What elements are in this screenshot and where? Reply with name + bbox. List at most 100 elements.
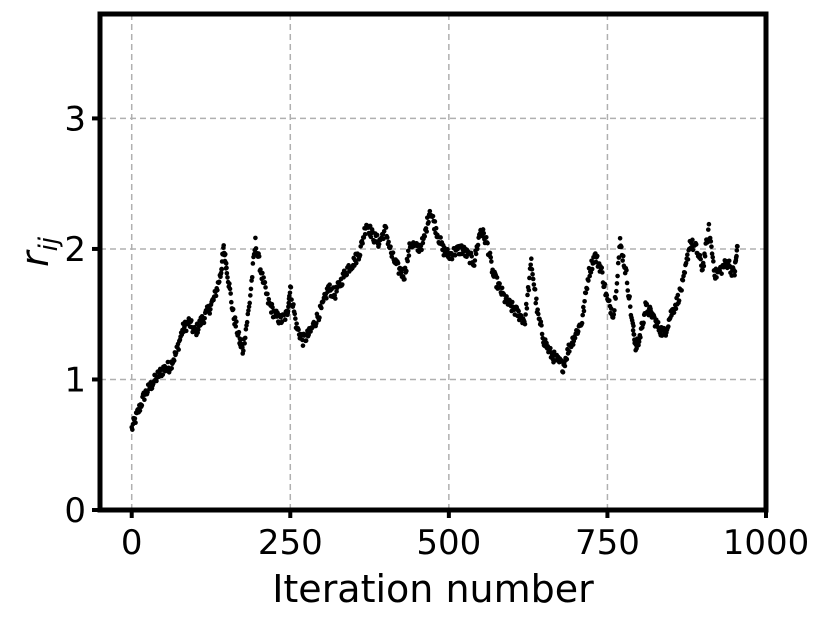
data-point xyxy=(709,251,715,257)
data-point xyxy=(698,256,703,262)
data-point xyxy=(619,244,624,250)
data-point xyxy=(242,335,248,341)
data-point xyxy=(229,299,234,305)
data-point xyxy=(538,319,544,325)
data-point xyxy=(353,260,359,266)
data-point xyxy=(523,301,529,307)
grid-lines xyxy=(100,14,766,510)
data-point xyxy=(357,252,363,258)
data-point xyxy=(449,256,455,262)
data-point xyxy=(405,248,411,254)
data-point xyxy=(529,256,534,262)
data-point xyxy=(599,265,605,271)
data-point xyxy=(666,324,671,329)
data-point xyxy=(390,250,396,255)
data-point xyxy=(685,257,691,262)
data-point xyxy=(362,231,368,237)
data-point xyxy=(575,329,581,334)
data-point xyxy=(386,239,391,245)
data-point xyxy=(562,363,568,369)
data-point xyxy=(560,369,566,375)
data-point xyxy=(420,240,426,246)
data-point xyxy=(516,308,521,314)
data-point xyxy=(374,232,380,238)
data-point xyxy=(572,335,578,341)
data-point xyxy=(248,293,253,298)
data-point xyxy=(525,292,530,298)
x-tick-label: 750 xyxy=(575,523,640,563)
data-point xyxy=(230,306,236,312)
data-point xyxy=(602,281,608,287)
x-tick-label: 250 xyxy=(258,523,323,563)
data-point xyxy=(504,294,509,299)
data-point xyxy=(732,269,738,274)
data-point xyxy=(246,304,252,310)
data-point xyxy=(624,267,629,273)
data-point xyxy=(242,341,247,346)
data-point xyxy=(646,312,651,318)
data-point xyxy=(735,244,740,249)
data-point xyxy=(261,275,266,280)
data-point xyxy=(282,317,288,323)
data-point xyxy=(675,292,681,298)
data-point xyxy=(303,338,309,343)
data-point xyxy=(567,349,572,354)
data-point xyxy=(685,252,690,258)
data-point xyxy=(710,254,716,260)
data-point xyxy=(719,271,724,276)
data-point xyxy=(227,281,232,286)
data-point xyxy=(249,274,255,280)
data-point xyxy=(238,337,243,343)
data-point xyxy=(223,261,229,266)
data-point xyxy=(266,296,272,302)
data-point xyxy=(208,306,213,312)
data-point xyxy=(246,308,251,313)
data-point xyxy=(406,253,412,258)
data-point xyxy=(631,323,636,329)
data-point xyxy=(189,318,194,323)
data-point xyxy=(711,259,716,264)
data-point xyxy=(548,345,553,351)
data-point xyxy=(233,324,239,329)
y-tick-label: 1 xyxy=(64,360,86,400)
data-point xyxy=(614,281,620,286)
data-point xyxy=(714,275,719,280)
data-point xyxy=(183,328,189,334)
axis-ticks xyxy=(92,116,768,518)
data-point xyxy=(265,291,270,297)
data-point xyxy=(438,235,443,240)
data-point xyxy=(243,326,249,332)
data-point xyxy=(404,268,409,274)
data-point xyxy=(472,258,478,263)
data-point xyxy=(213,293,219,299)
x-axis-label: Iteration number xyxy=(272,567,594,611)
data-point xyxy=(319,305,324,311)
data-point xyxy=(381,228,387,234)
data-point xyxy=(705,227,711,232)
data-point xyxy=(617,235,623,241)
data-point xyxy=(620,258,625,263)
data-point xyxy=(535,311,541,317)
data-point xyxy=(176,347,181,352)
data-point xyxy=(286,300,292,306)
data-point xyxy=(333,296,338,301)
data-point xyxy=(487,250,493,256)
x-tick-label: 1000 xyxy=(723,523,810,563)
data-point xyxy=(228,291,233,296)
data-point xyxy=(690,247,696,253)
data-point xyxy=(584,286,590,292)
data-point xyxy=(222,251,228,257)
data-point xyxy=(171,358,177,363)
data-point xyxy=(697,252,703,258)
data-point xyxy=(263,285,268,290)
data-point xyxy=(219,266,225,272)
data-point xyxy=(613,296,618,301)
data-point xyxy=(631,332,637,337)
data-point xyxy=(509,299,515,305)
y-tick-label: 3 xyxy=(64,99,86,139)
data-point xyxy=(289,297,294,302)
data-point xyxy=(475,242,481,248)
data-point xyxy=(137,408,143,413)
data-point xyxy=(133,420,138,426)
data-point xyxy=(262,280,268,285)
